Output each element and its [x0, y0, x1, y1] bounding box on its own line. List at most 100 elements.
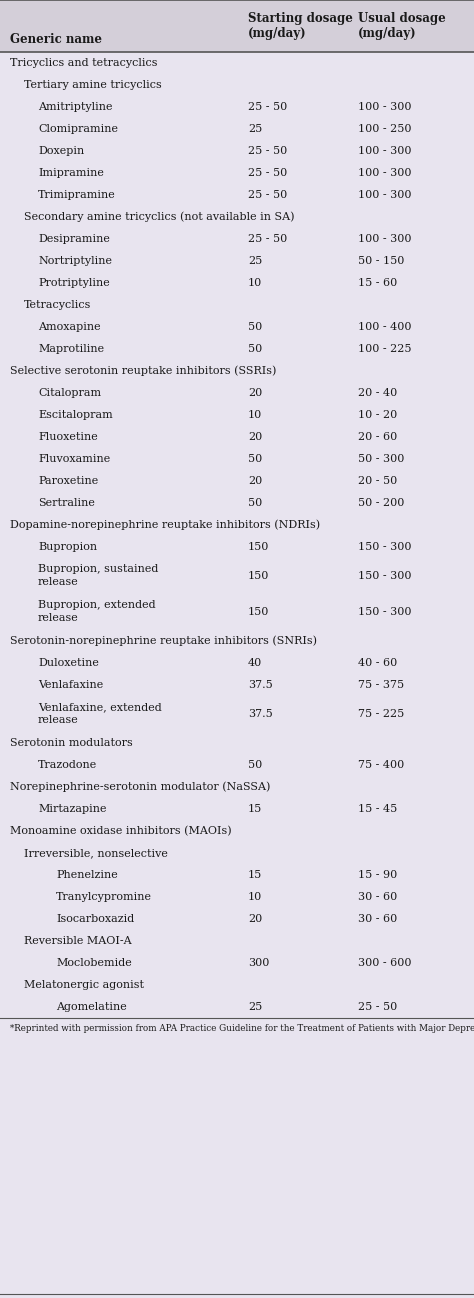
Text: Amitriptyline: Amitriptyline: [38, 103, 112, 112]
Text: Duloxetine: Duloxetine: [38, 658, 99, 668]
Text: *Reprinted with permission from APA Practice Guideline for the Treatment of Pati: *Reprinted with permission from APA Prac…: [10, 1024, 474, 1033]
Text: 20: 20: [248, 388, 262, 398]
Text: Bupropion: Bupropion: [38, 543, 97, 552]
Text: release: release: [38, 715, 79, 726]
Text: 100 - 300: 100 - 300: [358, 167, 411, 178]
Text: 25: 25: [248, 256, 262, 266]
Text: Serotonin modulators: Serotonin modulators: [10, 739, 133, 748]
Text: 100 - 300: 100 - 300: [358, 190, 411, 200]
Text: Reversible MAOI-A: Reversible MAOI-A: [24, 936, 132, 946]
Text: release: release: [38, 578, 79, 588]
Text: Moclobemide: Moclobemide: [56, 958, 132, 968]
Text: 150 - 300: 150 - 300: [358, 571, 411, 582]
Text: Desipramine: Desipramine: [38, 234, 110, 244]
Text: 100 - 250: 100 - 250: [358, 125, 411, 134]
Text: Paroxetine: Paroxetine: [38, 476, 98, 485]
Text: 25: 25: [248, 125, 262, 134]
Text: Serotonin-norepinephrine reuptake inhibitors (SNRIs): Serotonin-norepinephrine reuptake inhibi…: [10, 636, 317, 646]
Text: Monoamine oxidase inhibitors (MAOIs): Monoamine oxidase inhibitors (MAOIs): [10, 826, 232, 836]
Text: Phenelzine: Phenelzine: [56, 870, 118, 880]
Text: 25 - 50: 25 - 50: [248, 234, 287, 244]
Text: 20 - 50: 20 - 50: [358, 476, 397, 485]
Text: 25 - 50: 25 - 50: [248, 167, 287, 178]
Text: 20: 20: [248, 476, 262, 485]
Text: 25 - 50: 25 - 50: [358, 1002, 397, 1012]
Text: Imipramine: Imipramine: [38, 167, 104, 178]
Text: 25 - 50: 25 - 50: [248, 103, 287, 112]
Text: Venlafaxine: Venlafaxine: [38, 680, 103, 691]
Text: 25 - 50: 25 - 50: [248, 190, 287, 200]
Text: 10: 10: [248, 892, 262, 902]
Text: 10 - 20: 10 - 20: [358, 410, 397, 421]
Text: 100 - 400: 100 - 400: [358, 322, 411, 332]
Text: 150 - 300: 150 - 300: [358, 543, 411, 552]
Text: 75 - 225: 75 - 225: [358, 709, 404, 719]
Text: 15: 15: [248, 870, 262, 880]
Text: 100 - 300: 100 - 300: [358, 103, 411, 112]
Text: Starting dosage
(mg/day): Starting dosage (mg/day): [248, 12, 353, 40]
Text: 50: 50: [248, 344, 262, 354]
Text: Usual dosage
(mg/day): Usual dosage (mg/day): [358, 12, 446, 40]
Text: 50 - 200: 50 - 200: [358, 498, 404, 508]
Text: Amoxapine: Amoxapine: [38, 322, 100, 332]
Text: 25 - 50: 25 - 50: [248, 145, 287, 156]
Text: Tetracyclics: Tetracyclics: [24, 300, 91, 310]
Text: 37.5: 37.5: [248, 709, 273, 719]
Text: Trazodone: Trazodone: [38, 761, 97, 770]
Text: Venlafaxine, extended: Venlafaxine, extended: [38, 702, 162, 711]
Text: Dopamine-norepinephrine reuptake inhibitors (NDRIs): Dopamine-norepinephrine reuptake inhibit…: [10, 519, 320, 531]
Text: 15 - 45: 15 - 45: [358, 803, 397, 814]
Text: 100 - 225: 100 - 225: [358, 344, 411, 354]
Bar: [0, 0, 474, 52]
Text: 50: 50: [248, 498, 262, 508]
Text: Generic name: Generic name: [10, 32, 102, 45]
Text: 20: 20: [248, 914, 262, 924]
Text: 50: 50: [248, 761, 262, 770]
Text: Secondary amine tricyclics (not available in SA): Secondary amine tricyclics (not availabl…: [24, 212, 294, 222]
Text: Sertraline: Sertraline: [38, 498, 95, 508]
Text: 75 - 400: 75 - 400: [358, 761, 404, 770]
Text: Mirtazapine: Mirtazapine: [38, 803, 107, 814]
Text: Maprotiline: Maprotiline: [38, 344, 104, 354]
Text: 40 - 60: 40 - 60: [358, 658, 397, 668]
Text: 10: 10: [248, 410, 262, 421]
Text: 50: 50: [248, 454, 262, 463]
Text: 150: 150: [248, 607, 269, 617]
Text: 10: 10: [248, 278, 262, 288]
Text: 20: 20: [248, 432, 262, 443]
Text: 20 - 60: 20 - 60: [358, 432, 397, 443]
Text: 20 - 40: 20 - 40: [358, 388, 397, 398]
Text: Citalopram: Citalopram: [38, 388, 101, 398]
Text: 150: 150: [248, 543, 269, 552]
Text: Bupropion, sustained: Bupropion, sustained: [38, 563, 158, 574]
Text: 30 - 60: 30 - 60: [358, 892, 397, 902]
Text: 37.5: 37.5: [248, 680, 273, 691]
Text: 15 - 60: 15 - 60: [358, 278, 397, 288]
Text: 150 - 300: 150 - 300: [358, 607, 411, 617]
Text: Trimipramine: Trimipramine: [38, 190, 116, 200]
Text: 30 - 60: 30 - 60: [358, 914, 397, 924]
Text: 15: 15: [248, 803, 262, 814]
Text: Fluvoxamine: Fluvoxamine: [38, 454, 110, 463]
Text: Melatonergic agonist: Melatonergic agonist: [24, 980, 144, 990]
Text: Tertiary amine tricyclics: Tertiary amine tricyclics: [24, 80, 162, 90]
Text: 50 - 300: 50 - 300: [358, 454, 404, 463]
Text: Agomelatine: Agomelatine: [56, 1002, 127, 1012]
Text: Tranylcypromine: Tranylcypromine: [56, 892, 152, 902]
Text: Fluoxetine: Fluoxetine: [38, 432, 98, 443]
Text: Tricyclics and tetracyclics: Tricyclics and tetracyclics: [10, 58, 157, 67]
Text: 40: 40: [248, 658, 262, 668]
Text: Doxepin: Doxepin: [38, 145, 84, 156]
Text: 150: 150: [248, 571, 269, 582]
Text: Norepinephrine-serotonin modulator (NaSSA): Norepinephrine-serotonin modulator (NaSS…: [10, 781, 270, 792]
Text: Nortriptyline: Nortriptyline: [38, 256, 112, 266]
Text: Escitalopram: Escitalopram: [38, 410, 113, 421]
Text: Selective serotonin reuptake inhibitors (SSRIs): Selective serotonin reuptake inhibitors …: [10, 366, 276, 376]
Text: 25: 25: [248, 1002, 262, 1012]
Text: 50: 50: [248, 322, 262, 332]
Text: 100 - 300: 100 - 300: [358, 234, 411, 244]
Text: 100 - 300: 100 - 300: [358, 145, 411, 156]
Text: 75 - 375: 75 - 375: [358, 680, 404, 691]
Text: release: release: [38, 614, 79, 623]
Text: 15 - 90: 15 - 90: [358, 870, 397, 880]
